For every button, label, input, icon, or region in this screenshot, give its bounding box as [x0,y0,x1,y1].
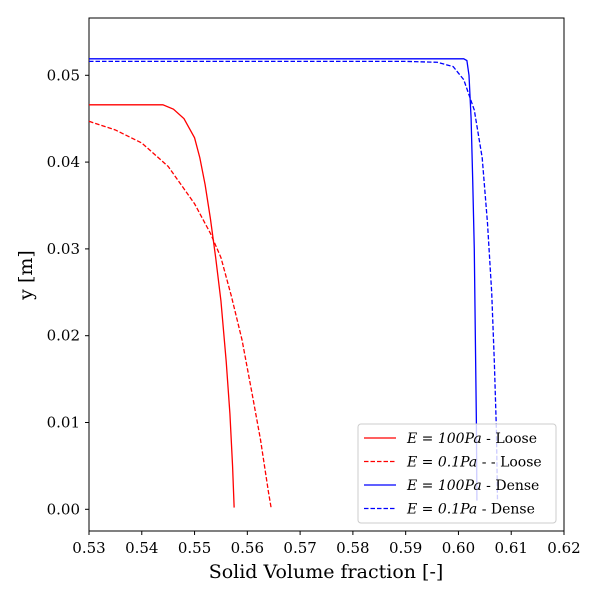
x-axis-ticks: 0.53 0.54 0.55 0.56 0.57 0.58 0.59 0.60 0.61 0.62 [72,531,581,557]
x-tick-label: 0.56 [231,539,264,557]
y-axis-ticks: 0.00 0.01 0.02 0.03 0.04 0.05 [47,66,89,518]
x-tick-label: 0.59 [389,539,422,557]
x-tick-label: 0.55 [178,539,211,557]
y-tick-label: 0.01 [47,413,80,431]
series-layer [88,58,499,508]
x-tick-label: 0.62 [547,539,580,557]
x-axis-label: Solid Volume fraction [-] [209,561,444,583]
series-line-1 [88,120,272,508]
x-tick-label: 0.60 [442,539,475,557]
x-tick-label: 0.58 [336,539,369,557]
x-tick-label: 0.61 [495,539,528,557]
plot-frame [88,17,565,532]
y-tick-label: 0.05 [47,66,80,84]
series-line-2 [89,58,478,501]
y-tick-label: 0.00 [47,500,80,518]
x-tick-label: 0.53 [72,539,105,557]
legend-entry-2: E = 100Pa - Dense [406,478,539,494]
legend-entry-3: E = 0.1Pa - Dense [406,502,535,518]
series-line-3 [89,60,499,501]
legend-entry-1: E = 0.1Pa - - Loose [406,455,542,471]
y-tick-label: 0.02 [47,327,80,345]
x-tick-label: 0.54 [125,539,158,557]
y-tick-label: 0.03 [47,240,80,258]
x-tick-label: 0.57 [283,539,316,557]
y-axis-label: y [m] [15,250,37,301]
legend-entry-0: E = 100Pa - Loose [406,431,537,447]
series-line-0 [89,104,235,508]
legend-box [357,423,557,524]
y-tick-label: 0.04 [47,153,80,171]
legend: E = 100Pa - Loose E = 0.1Pa - - Loose E = … [357,423,557,524]
